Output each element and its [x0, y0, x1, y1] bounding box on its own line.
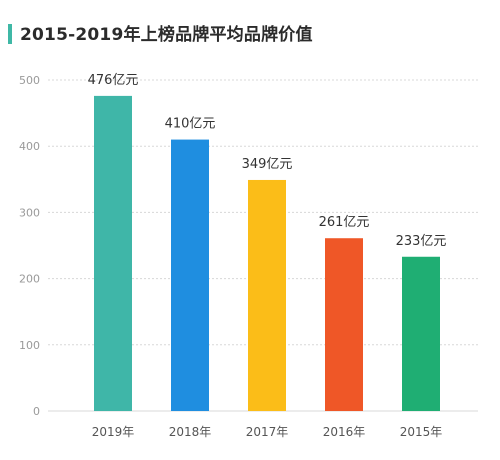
data-label: 261亿元: [319, 215, 370, 230]
chart-title: 2015-2019年上榜品牌平均品牌价值: [20, 25, 313, 45]
y-tick-label: 0: [33, 405, 40, 418]
y-tick-label: 500: [19, 74, 40, 87]
bar-1: [171, 139, 209, 411]
x-category-label: 2017年: [246, 425, 289, 439]
x-category-label: 2015年: [400, 425, 443, 439]
data-label: 476亿元: [88, 73, 139, 88]
data-label: 233亿元: [396, 234, 447, 249]
y-tick-label: 400: [19, 140, 40, 153]
x-category-label: 2016年: [323, 425, 366, 439]
bar-3: [325, 238, 363, 411]
x-category-label: 2019年: [92, 425, 135, 439]
data-label: 410亿元: [165, 117, 216, 132]
y-tick-label: 200: [19, 273, 40, 286]
y-tick-label: 100: [19, 339, 40, 352]
x-category-label: 2018年: [169, 425, 212, 439]
bar-4: [402, 256, 440, 411]
y-tick-label: 300: [19, 206, 40, 219]
title-accent-bar: [8, 24, 12, 44]
bar-2: [248, 179, 286, 411]
data-label: 349亿元: [242, 157, 293, 172]
bar-0: [94, 95, 132, 411]
